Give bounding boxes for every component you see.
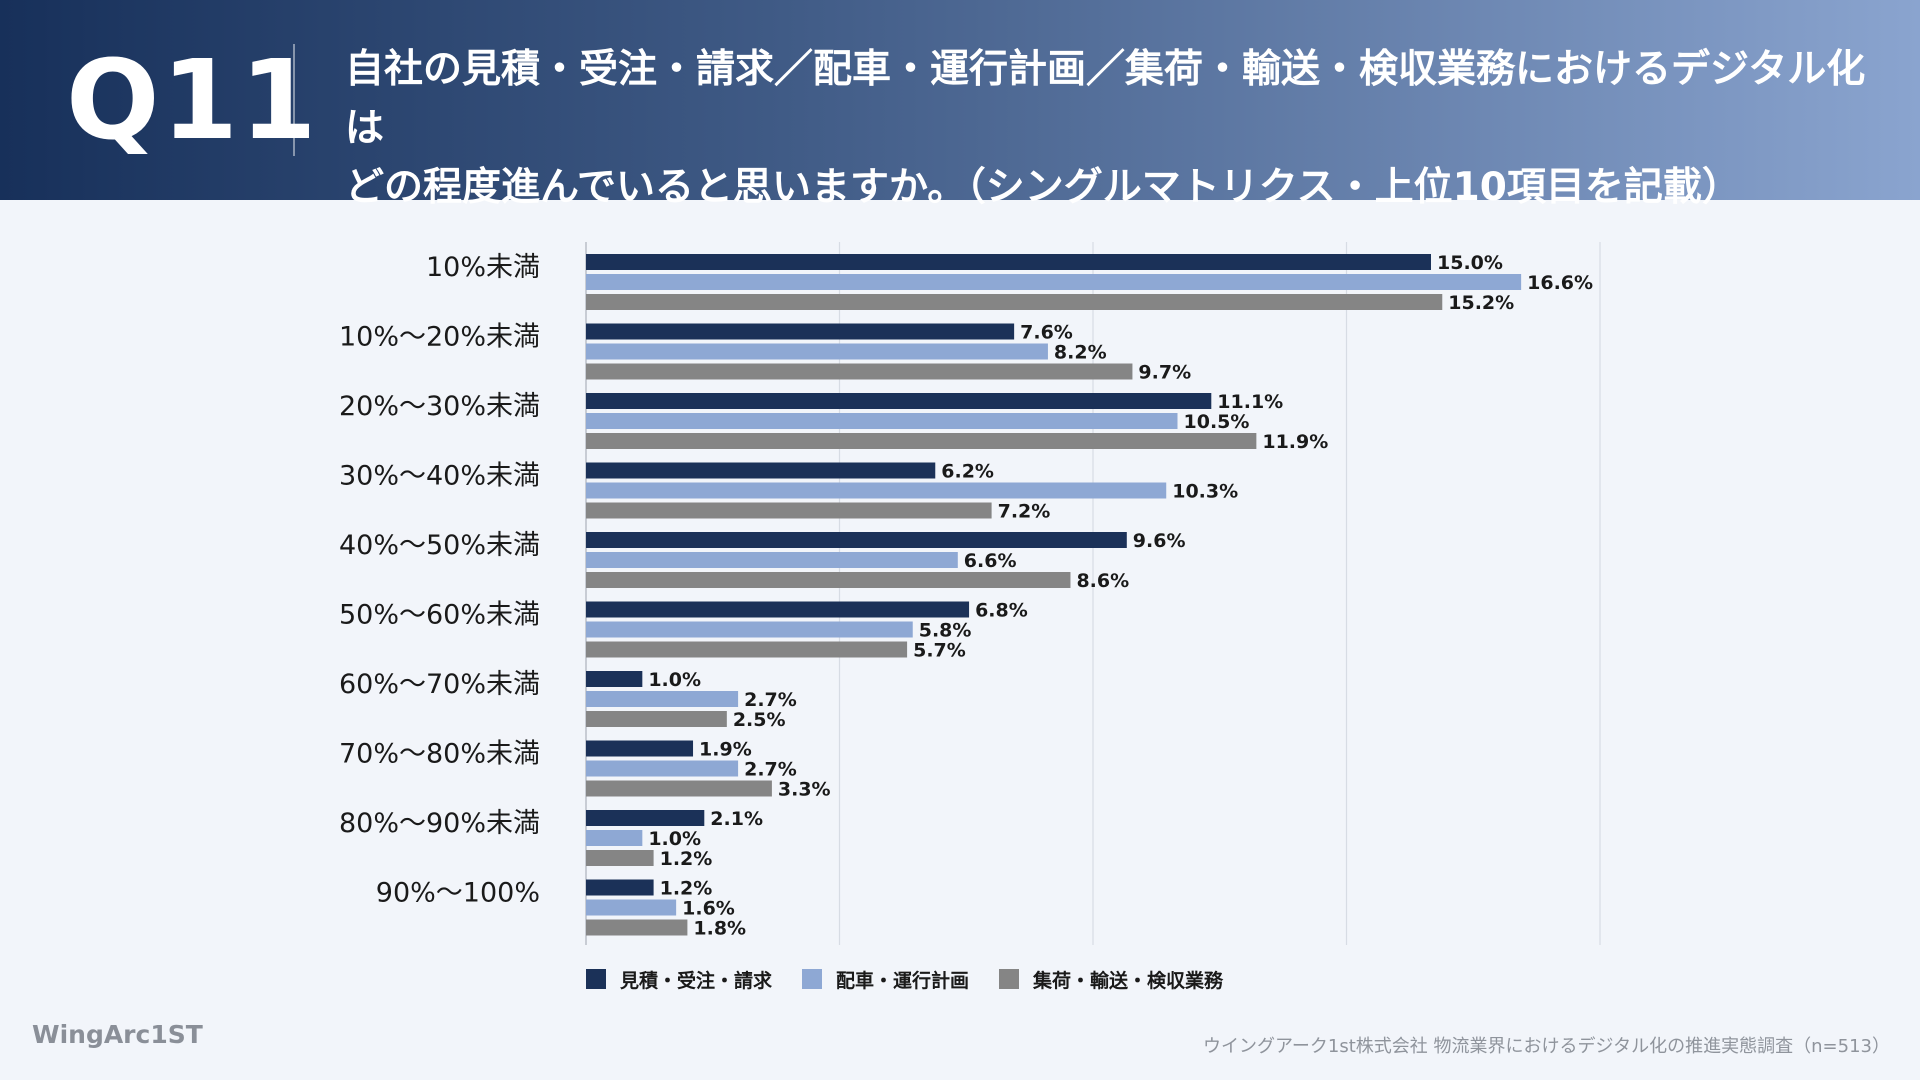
- bar-pickup: [586, 850, 654, 866]
- bar-dispatch: [586, 760, 739, 777]
- data-label: 2.7%: [744, 759, 797, 781]
- category-label: 30%～40%未満: [339, 461, 540, 492]
- legend-swatch: [586, 969, 606, 989]
- data-label: 7.6%: [1020, 322, 1073, 344]
- bar-pickup: [586, 433, 1257, 449]
- legend-swatch: [999, 969, 1020, 989]
- legend-item: 集荷・輸送・検収業務: [999, 966, 1223, 993]
- data-label: 5.7%: [913, 640, 966, 662]
- category-label: 10%～20%未満: [339, 322, 540, 353]
- bar-dispatch: [586, 621, 913, 638]
- category-label: 50%～60%未満: [339, 600, 540, 631]
- bar-orders: [586, 601, 970, 618]
- data-label: 11.9%: [1262, 431, 1328, 453]
- question-number: Q11: [66, 36, 319, 164]
- header-divider: [293, 44, 295, 156]
- bar-orders: [586, 810, 705, 826]
- bar-pickup: [586, 919, 688, 936]
- legend-swatch: [802, 969, 823, 989]
- bar-pickup: [586, 711, 727, 727]
- data-label: 2.1%: [710, 808, 763, 830]
- bar-orders: [586, 462, 936, 479]
- bar-dispatch: [586, 274, 1522, 290]
- data-label: 8.6%: [1076, 570, 1129, 592]
- bar-orders: [586, 393, 1212, 409]
- data-label: 1.2%: [660, 878, 713, 900]
- bar-pickup: [586, 572, 1071, 588]
- chart-legend: 見積・受注・請求 配車・運行計画 集荷・輸送・検収業務: [586, 966, 1253, 992]
- data-label: 15.2%: [1448, 292, 1514, 314]
- data-label: 15.0%: [1437, 252, 1503, 274]
- bar-dispatch: [586, 343, 1048, 360]
- legend-label: 見積・受注・請求: [620, 969, 773, 992]
- data-label: 1.8%: [693, 918, 746, 940]
- legend-label: 集荷・輸送・検収業務: [1033, 969, 1224, 992]
- category-label: 60%～70%未満: [339, 669, 540, 700]
- category-label: 80%～90%未満: [339, 808, 540, 839]
- data-label: 2.5%: [733, 709, 786, 731]
- bar-dispatch: [586, 482, 1167, 499]
- category-label: 20%～30%未満: [339, 391, 540, 422]
- category-label: 70%～80%未満: [339, 739, 540, 770]
- bar-pickup: [586, 780, 772, 797]
- data-label: 10.3%: [1172, 481, 1238, 503]
- data-label: 11.1%: [1217, 391, 1283, 413]
- data-label: 6.2%: [941, 461, 994, 483]
- question-line-2: どの程度進んでいると思いますか。（シングルマトリクス・上位10項目を記載）: [345, 165, 1741, 210]
- category-label: 90%～100%: [376, 878, 540, 909]
- source-footnote: ウイングアーク1st株式会社 物流業界におけるデジタル化の推進実態調査（n=51…: [1202, 1036, 1890, 1057]
- bar-orders: [586, 532, 1127, 548]
- bar-dispatch: [586, 830, 643, 846]
- wingarc-logo: WingArc1ST: [32, 1020, 203, 1049]
- category-label: 40%～50%未満: [339, 530, 540, 561]
- bar-dispatch: [586, 552, 958, 568]
- legend-label: 配車・運行計画: [836, 969, 970, 992]
- bar-orders: [586, 323, 1015, 340]
- data-label: 2.7%: [744, 689, 797, 711]
- data-label: 1.9%: [699, 739, 752, 761]
- bar-pickup: [586, 502, 992, 519]
- data-label: 7.2%: [998, 501, 1051, 523]
- data-label: 6.8%: [975, 600, 1028, 622]
- data-label: 10.5%: [1184, 411, 1250, 433]
- data-label: 1.0%: [648, 669, 701, 691]
- data-label: 9.7%: [1138, 362, 1191, 384]
- category-label: 10%未満: [426, 252, 540, 283]
- bar-dispatch: [586, 691, 739, 707]
- data-label: 1.0%: [648, 828, 701, 850]
- bar-dispatch: [586, 899, 677, 916]
- header-banner: Q11 自社の見積・受注・請求／配車・運行計画／集荷・輸送・検収業務におけるデジ…: [0, 0, 1920, 210]
- bar-orders: [586, 671, 643, 687]
- bar-pickup: [586, 294, 1443, 310]
- data-label: 6.6%: [964, 550, 1017, 572]
- question-line-1: 自社の見積・受注・請求／配車・運行計画／集荷・輸送・検収業務におけるデジタル化は: [345, 47, 1866, 151]
- data-label: 9.6%: [1133, 530, 1186, 552]
- data-label: 5.8%: [919, 620, 972, 642]
- bar-pickup: [586, 363, 1133, 380]
- data-label: 8.2%: [1054, 342, 1107, 364]
- bar-orders: [586, 740, 694, 757]
- data-label: 16.6%: [1527, 272, 1593, 294]
- data-label: 3.3%: [778, 779, 831, 801]
- legend-item: 配車・運行計画: [802, 966, 969, 993]
- bar-pickup: [586, 641, 908, 658]
- bar-dispatch: [586, 413, 1178, 429]
- bar-orders: [586, 879, 654, 896]
- legend-item: 見積・受注・請求: [586, 966, 772, 993]
- data-label: 1.6%: [682, 898, 735, 920]
- bar-chart: 10%未満 15.0% 16.6% 15.2% 10%～20%未満 7.6%8.2% 9.7…: [339, 242, 1601, 945]
- bar-orders: [586, 254, 1431, 270]
- data-label: 1.2%: [660, 848, 713, 870]
- question-text: 自社の見積・受注・請求／配車・運行計画／集荷・輸送・検収業務におけるデジタル化は…: [345, 40, 1885, 217]
